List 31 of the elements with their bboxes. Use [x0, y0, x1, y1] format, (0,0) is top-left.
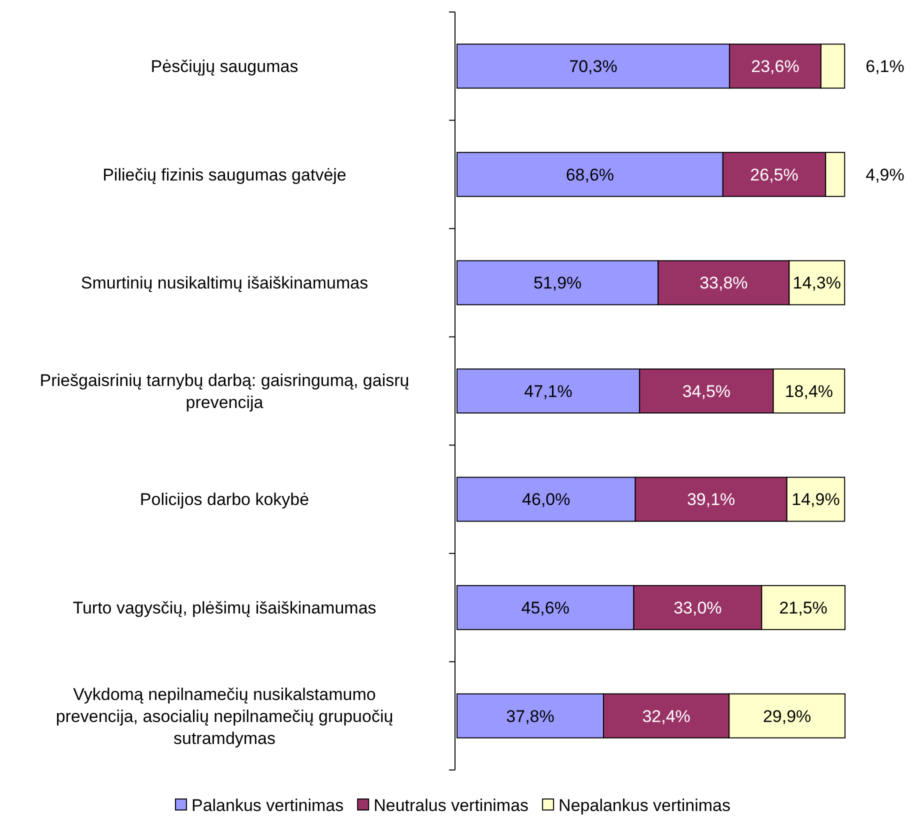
data-label: 4,9%	[866, 165, 904, 184]
data-label: 68,6%	[566, 165, 614, 184]
data-label: 26,5%	[750, 165, 798, 184]
legend-label: Palankus vertinimas	[191, 796, 344, 815]
y-tick-label: Pėsčiųjų saugumas	[150, 57, 298, 76]
data-label: 14,9%	[792, 490, 840, 510]
y-tick-label: Turto vagysčių, plėšimų išaiškinamumas	[72, 598, 376, 618]
data-label: 6,1%	[866, 57, 904, 76]
data-label: 46,0%	[522, 490, 570, 510]
data-label: 29,9%	[762, 706, 812, 726]
data-label: 33,8%	[700, 274, 748, 293]
y-tick-label: Priešgaisrinių tarnybų darbą: gaisringumą, gaisrų prevencija	[40, 370, 410, 412]
data-label: 33,0%	[674, 598, 722, 618]
y-tick-label: Vykdomą nepilnamečių nusikalstamumo prevencija, asocialių nepilnamečių grupuočių sutramdymas	[56, 684, 394, 748]
y-tick-label: Piliečių fizinis saugumas gatvėje	[102, 165, 346, 184]
y-tick-label: Smurtinių nusikaltimų išaiškinamumas	[80, 274, 368, 293]
data-label: 70,3%	[569, 57, 618, 76]
data-label: 47,1%	[524, 382, 572, 401]
legend-label: Neutralus vertinimas	[374, 796, 529, 815]
data-label: 18,4%	[784, 382, 834, 401]
data-label: 14,3%	[792, 274, 841, 293]
data-label: 37,8%	[506, 706, 554, 726]
data-label: 21,5%	[779, 598, 828, 618]
data-label: 32,4%	[642, 706, 690, 726]
data-label: 34,5%	[682, 382, 731, 401]
data-label: 51,9%	[533, 274, 582, 293]
data-label: 45,6%	[521, 598, 570, 618]
data-label: 39,1%	[686, 490, 736, 510]
y-tick-label: Policijos darbo kokybė	[140, 490, 310, 510]
legend-label: Nepalankus vertinimas	[558, 796, 731, 815]
data-label: 23,6%	[751, 57, 800, 76]
